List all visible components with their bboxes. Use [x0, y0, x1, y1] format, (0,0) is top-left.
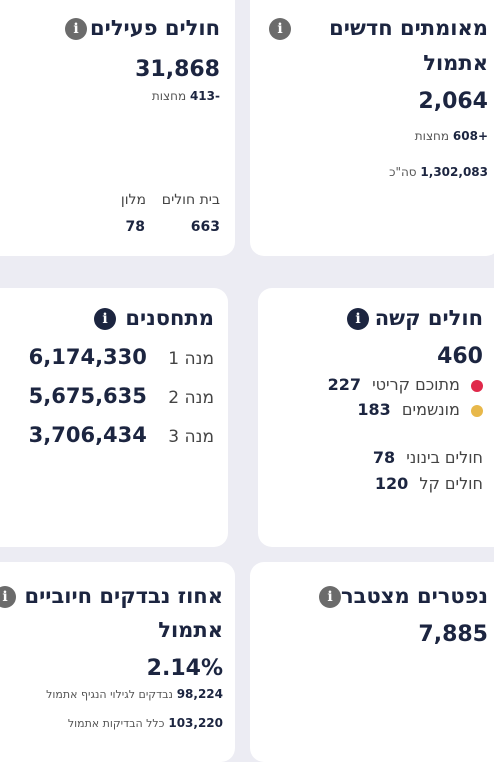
dose1-row: מנה 1 6,174,330 — [29, 345, 214, 369]
dose3-row: מנה 3 3,706,434 — [29, 423, 214, 447]
positive-rate-title-line1: אחוז נבדקים חיוביים — [24, 584, 223, 608]
total-tests-row: 103,220 כלל הבדיקות אתמול — [68, 716, 223, 730]
critical-row: מתוכם קריטי 227 — [328, 375, 483, 394]
info-icon[interactable]: i — [0, 586, 16, 608]
hotel-value: 78 — [125, 219, 145, 235]
severe-title: חולים קשה — [374, 306, 483, 330]
moderate-row: חולים בינוני 78 — [373, 448, 483, 467]
ventilated-dot — [471, 404, 483, 417]
vaccinated-title: מתחסנים — [125, 306, 214, 330]
ventilated-value: 183 — [357, 400, 391, 419]
dose3-label: מנה 3 — [168, 427, 214, 447]
card-vaccinated: מתחסנים i מנה 1 6,174,330 מנה 2 5,675,63… — [0, 288, 228, 547]
dose2-value: 5,675,635 — [28, 384, 147, 408]
total-tests-label: כלל הבדיקות אתמול — [67, 717, 165, 730]
positive-rate-value: 2.14% — [146, 656, 223, 681]
info-icon[interactable]: i — [94, 308, 116, 330]
critical-dot — [471, 379, 483, 392]
deceased-value: 7,885 — [418, 622, 488, 647]
info-icon[interactable]: i — [269, 18, 291, 40]
active-patients-value: 31,868 — [135, 57, 220, 82]
new-verified-title-line2: אתמול — [423, 51, 488, 75]
card-active-patients: חולים פעילים i 31,868 -413 מחצות בית חול… — [0, 0, 235, 256]
active-patients-title: חולים פעילים — [90, 16, 220, 40]
dose1-value: 6,174,330 — [28, 345, 147, 369]
critical-value: 227 — [327, 375, 361, 394]
dose2-label: מנה 2 — [168, 388, 214, 408]
mild-row: חולים קל 120 — [375, 474, 483, 493]
ventilated-row: מונשמים 183 — [357, 400, 483, 419]
new-verified-value: 2,064 — [418, 89, 488, 114]
critical-label: מתוכם קריטי — [372, 375, 460, 394]
card-positive-rate: אחוז נבדקים חיוביים i אתמול 2.14% 98,224… — [0, 562, 235, 762]
new-verified-delta: +608 מחצות — [415, 129, 488, 143]
moderate-value: 78 — [372, 448, 396, 467]
mild-value: 120 — [374, 474, 409, 493]
new-verified-title-line1: מאומתים חדשים — [329, 16, 488, 40]
hotel-label: מלון — [120, 192, 146, 208]
dose2-row: מנה 2 5,675,635 — [29, 384, 214, 408]
moderate-label: חולים בינוני — [406, 448, 483, 467]
new-verified-delta-value: +608 — [452, 129, 488, 143]
active-patients-delta: -413 מחצות — [152, 89, 220, 103]
total-tests-value: 103,220 — [168, 716, 223, 730]
info-icon[interactable]: i — [319, 586, 341, 608]
deceased-title: נפטרים מצטבר — [341, 584, 488, 608]
tested-row: 98,224 נבדקים לגילוי הנגיף אתמול — [46, 687, 223, 701]
mild-label: חולים קל — [419, 474, 483, 493]
info-icon[interactable]: i — [65, 18, 87, 40]
hospital-value: 663 — [190, 219, 220, 235]
card-deceased: נפטרים מצטבר i 7,885 — [250, 562, 494, 762]
active-patients-delta-label: מחצות — [151, 89, 187, 103]
dose3-value: 3,706,434 — [28, 423, 147, 447]
new-verified-delta-label: מחצות — [414, 129, 450, 143]
card-severe: חולים קשה i 460 מתוכם קריטי 227 מונשמים … — [258, 288, 494, 547]
active-patients-delta-value: -413 — [189, 89, 220, 103]
tested-label: נבדקים לגילוי הנגיף אתמול — [46, 688, 173, 701]
ventilated-label: מונשמים — [401, 400, 460, 419]
new-verified-total-label: סה"כ — [389, 165, 417, 179]
severe-value: 460 — [437, 344, 483, 369]
new-verified-total: 1,302,083 סה"כ — [389, 165, 488, 179]
info-icon[interactable]: i — [347, 308, 369, 330]
dose1-label: מנה 1 — [168, 349, 214, 369]
card-new-verified: מאומתים חדשים i אתמול 2,064 +608 מחצות 1… — [250, 0, 494, 256]
hospital-label: בית חולים — [161, 192, 220, 208]
positive-rate-title-line2: אתמול — [158, 618, 223, 642]
new-verified-total-value: 1,302,083 — [420, 165, 488, 179]
tested-value: 98,224 — [176, 687, 223, 701]
